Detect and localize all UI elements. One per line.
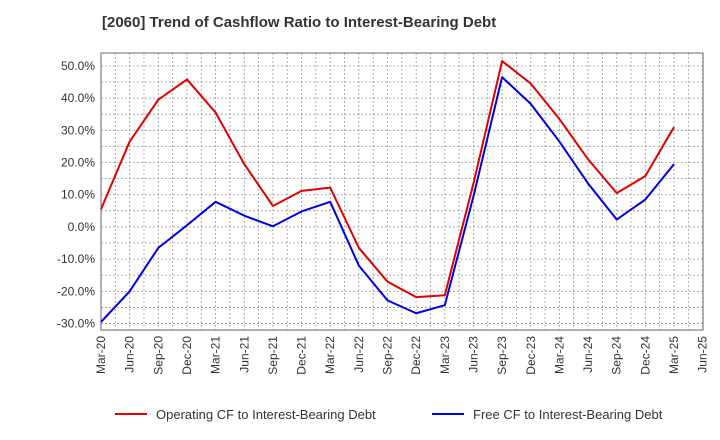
x-tick-label: Dec-22 (409, 336, 423, 375)
x-tick-label: Sep-22 (381, 336, 395, 375)
x-tick-label: Jun-22 (352, 336, 366, 373)
x-tick-label: Mar-20 (94, 336, 108, 374)
x-tick-label: Jun-23 (466, 336, 480, 373)
series-line (100, 60, 675, 299)
plot-background (101, 53, 703, 330)
legend-label: Operating CF to Interest-Bearing Debt (156, 407, 376, 422)
y-tick-label: -20.0% (57, 284, 95, 298)
chart-title: [2060] Trend of Cashflow Ratio to Intere… (102, 14, 497, 31)
y-tick-label: 20.0% (61, 156, 95, 170)
x-tick-label: Jun-21 (237, 336, 251, 373)
y-tick-label: -30.0% (57, 317, 95, 331)
plot-border (100, 52, 704, 331)
x-tick-label: Sep-21 (266, 336, 280, 375)
x-tick-label: Mar-21 (209, 336, 223, 374)
y-axis-ticks: 50.0% 40.0% 30.0% 20.0% 10.0% 0.0% -10.0% -20.0… (57, 59, 95, 331)
x-tick-label: Mar-23 (438, 336, 452, 374)
x-tick-label: Jun-24 (581, 336, 595, 373)
x-tick-label: Sep-24 (610, 336, 624, 375)
legend: Operating CF to Interest-Bearing Debt Fre… (115, 407, 663, 422)
series-line (100, 76, 675, 323)
x-tick-label: Jun-20 (123, 336, 137, 373)
x-tick-label: Sep-23 (495, 336, 509, 375)
grid-lines (101, 53, 704, 330)
y-tick-label: 40.0% (61, 91, 95, 105)
x-tick-label: Dec-20 (180, 336, 194, 375)
x-tick-label: Dec-24 (638, 336, 652, 375)
x-tick-label: Mar-25 (667, 336, 681, 374)
y-tick-label: 30.0% (61, 123, 95, 137)
x-tick-label: Jun-25 (696, 336, 710, 373)
x-tick-label: Mar-22 (323, 336, 337, 374)
y-tick-label: 50.0% (61, 59, 95, 73)
x-axis-ticks: Mar-20 Jun-20 Sep-20 Dec-20 Mar-21 Jun-21 Sep-… (94, 336, 710, 375)
series-lines (100, 60, 675, 323)
x-tick-label: Dec-23 (524, 336, 538, 375)
y-tick-label: 0.0% (68, 220, 96, 234)
legend-label: Free CF to Interest-Bearing Debt (473, 407, 663, 422)
x-tick-label: Dec-21 (295, 336, 309, 375)
x-tick-label: Mar-24 (552, 336, 566, 374)
y-tick-label: -10.0% (57, 252, 95, 266)
x-tick-label: Sep-20 (151, 336, 165, 375)
y-tick-label: 10.0% (61, 188, 95, 202)
